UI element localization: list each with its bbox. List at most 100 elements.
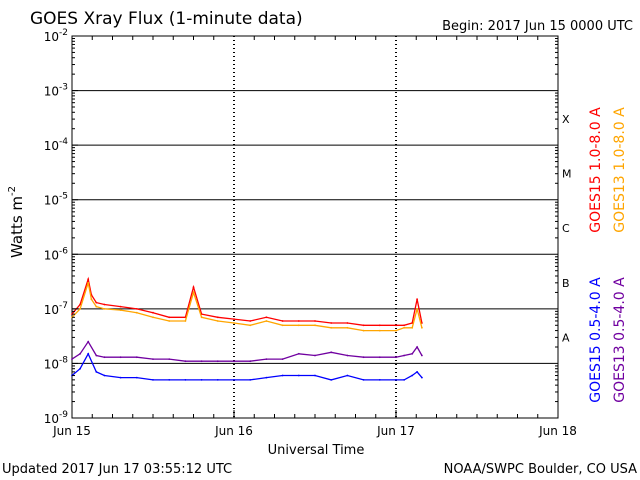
y-tick-base: 10 [44,412,59,426]
series-point [200,316,203,319]
series-point [362,379,365,381]
series-point [378,324,381,327]
series-point [403,354,405,357]
series-point [192,286,195,288]
x-tick-label: Jun 15 [52,424,91,438]
x-axis-label: Universal Time [268,443,365,458]
series-point [421,354,423,357]
legend-entry: GOES15 1.0-8.0 A [588,107,604,233]
series-point [103,303,106,306]
y-tick-base: 10 [44,85,59,99]
svg-text:Watts m-2: Watts m-2 [7,186,26,258]
series-point [362,329,365,332]
y-axis-ticks: 10-210-310-410-510-610-710-810-9 [44,28,558,426]
series-point [297,352,300,355]
y-tick-exponent: -8 [59,355,68,365]
series-point [168,316,171,319]
legend: GOES15 1.0-8.0 A GOES13 1.0-8.0 A GOES15 0… [588,107,628,403]
series-point [200,379,203,381]
flare-class-labels: X M C B A [562,113,572,344]
legend-entry: GOES13 0.5-4.0 A [612,277,628,403]
series-point [411,374,414,377]
series-point [119,356,122,359]
series-point [330,379,333,381]
series-point [297,374,300,377]
series-point [152,316,154,319]
series-point [265,376,268,379]
series-point [87,278,90,281]
series-point [265,358,268,360]
series-point [216,379,219,381]
series-point [395,379,397,381]
series-point [135,308,138,310]
series-point [79,308,81,310]
series-point [395,329,397,332]
series-line [71,276,423,326]
series-point [314,354,316,357]
series-point [168,358,171,360]
flare-class-label: A [562,331,570,344]
series-point [395,324,397,327]
begin-label: Begin: 2017 Jun 15 0000 UTC [442,19,633,34]
chart-title: GOES Xray Flux (1-minute data) [30,9,303,29]
series-point [395,356,397,359]
series-point [281,374,284,377]
series-point [135,356,138,359]
series-point [71,358,73,360]
series-point [119,305,122,308]
series-point [233,318,235,320]
series-point [79,367,81,370]
series-point [330,351,333,354]
series-point [411,322,414,324]
series-point [192,291,195,294]
series-point [378,329,381,332]
series-point [103,374,106,377]
series-point [403,379,405,381]
series-point [314,374,316,377]
series-point [95,371,98,373]
y-axis-label-text: Watts m [8,196,26,258]
flare-class-label: M [562,168,572,181]
series-point [346,354,349,357]
series-point [362,356,365,359]
x-tick-label: Jun 18 [538,424,577,438]
series-point [403,326,405,329]
updated-timestamp: Updated 2017 Jun 17 03:55:12 UTC [2,462,232,477]
y-tick-label: 10-6 [44,246,69,262]
series-point [233,379,235,381]
series-point [216,360,219,363]
y-tick-base: 10 [44,248,59,262]
y-axis-label: Watts m-2 [7,186,26,258]
y-tick-base: 10 [44,194,59,208]
y-tick-label: 10-8 [44,355,69,371]
y-tick-label: 10-3 [44,83,68,99]
series-point [346,374,349,377]
series-point [119,376,122,379]
plot-area [71,35,559,419]
series-point [216,320,219,322]
series-point [200,360,203,363]
series-line [71,340,423,362]
series-point [184,320,187,322]
series-point [233,360,235,363]
series-point [119,309,122,311]
series-point [168,320,171,322]
series-point [87,281,90,284]
series-point [249,324,252,327]
series-point [90,298,93,301]
y-tick-exponent: -3 [59,83,68,93]
series-point [95,305,98,308]
series-point [152,311,154,314]
y-tick-label: 10-5 [44,192,68,208]
series-point [168,379,171,381]
series-point [314,324,316,327]
y-tick-exponent: -7 [59,301,68,311]
series-point [346,322,349,324]
y-tick-exponent: -4 [59,137,68,147]
series-point [79,303,81,306]
series-point [416,346,418,348]
series-point [249,320,252,322]
y-tick-label: 10-2 [44,28,68,44]
series-point [265,316,268,319]
